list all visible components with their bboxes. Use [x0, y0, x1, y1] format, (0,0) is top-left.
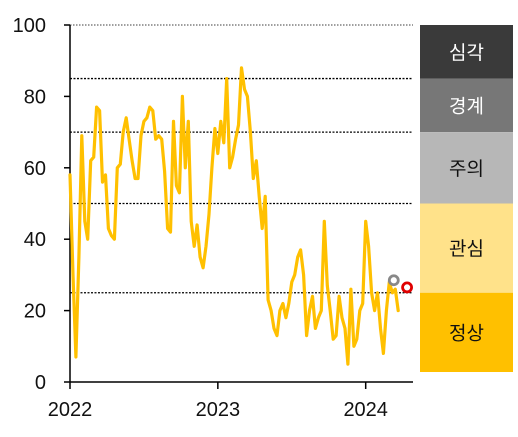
x-tick-label: 2024	[343, 399, 388, 421]
band-2	[420, 132, 513, 204]
series-group	[68, 66, 400, 366]
band-label: 경계	[449, 95, 484, 117]
band-0	[420, 25, 513, 79]
band-1	[420, 78, 513, 133]
band-label: 심각	[449, 42, 484, 64]
x-ticks: 2022 2023 2024	[48, 382, 388, 421]
y-tick-label: 80	[24, 86, 46, 108]
markers	[387, 274, 413, 294]
y-ticks: 0 20 40 60 80 100	[13, 15, 70, 394]
x-tick-label: 2022	[48, 399, 93, 421]
band-label: 주의	[449, 158, 484, 180]
y-tick-label: 0	[35, 372, 46, 394]
band-4	[420, 292, 513, 372]
y-tick-label: 40	[24, 229, 46, 251]
series-line	[68, 66, 400, 366]
band-label: 관심	[449, 238, 484, 260]
band-3	[420, 203, 513, 293]
x-tick-label: 2023	[196, 399, 241, 421]
y-tick-label: 20	[24, 301, 46, 323]
y-tick-label: 100	[13, 15, 46, 37]
y-tick-label: 60	[24, 158, 46, 180]
endpoint-marker	[401, 281, 413, 294]
endpoint-marker	[387, 274, 400, 287]
band-label: 정상	[449, 322, 484, 344]
